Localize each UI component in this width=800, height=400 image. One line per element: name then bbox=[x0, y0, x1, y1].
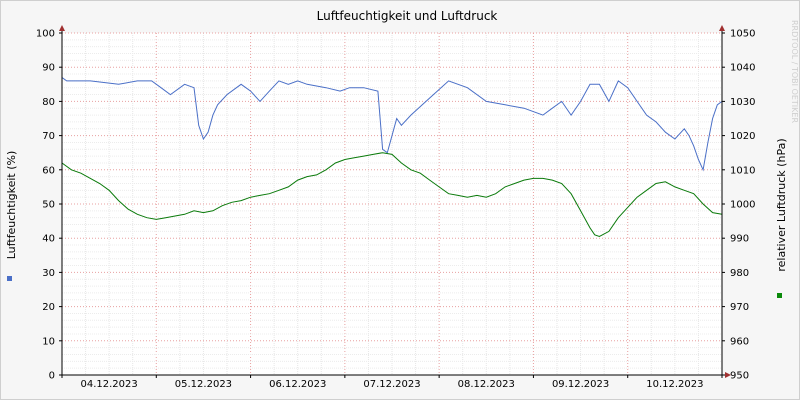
legend-swatch-pressure bbox=[777, 293, 782, 298]
grid-lines bbox=[61, 32, 723, 376]
y-right-tick-label: 1010 bbox=[730, 165, 755, 176]
y-left-tick-label: 80 bbox=[42, 97, 55, 108]
x-tick-label: 06.12.2023 bbox=[269, 379, 326, 390]
y-right-tick-label: 1030 bbox=[730, 97, 755, 108]
y-left-tick-label: 20 bbox=[42, 302, 55, 313]
y-right-tick-label: 970 bbox=[730, 302, 749, 313]
y-right-tick-label: 1040 bbox=[730, 63, 755, 74]
x-tick-label: 07.12.2023 bbox=[363, 379, 420, 390]
x-tick-label: 10.12.2023 bbox=[646, 379, 703, 390]
y-right-tick-label: 960 bbox=[730, 336, 749, 347]
y-right-axis-title: relativer Luftdruck (hPa) bbox=[775, 138, 788, 271]
y-right-tick-label: 990 bbox=[730, 234, 749, 245]
x-tick-label: 08.12.2023 bbox=[458, 379, 515, 390]
y-right-tick-label: 1050 bbox=[730, 29, 755, 40]
y-left-tick-label: 70 bbox=[42, 131, 55, 142]
y-left-tick-label: 40 bbox=[42, 234, 55, 245]
tick-labels: 0102030405060708090100950960970980990100… bbox=[36, 29, 756, 391]
y-left-tick-label: 90 bbox=[42, 63, 55, 74]
y-left-tick-label: 0 bbox=[49, 371, 55, 382]
y-right-tick-label: 980 bbox=[730, 268, 749, 279]
x-tick-label: 09.12.2023 bbox=[552, 379, 609, 390]
watermark: RRDTOOL / TOBI OETIKER bbox=[790, 20, 799, 123]
series-humidity-line bbox=[61, 77, 723, 172]
x-axis-arrow bbox=[725, 372, 731, 378]
y-right-tick-label: 950 bbox=[730, 371, 749, 382]
legend-swatch-humidity bbox=[7, 276, 12, 281]
y-right-tick-label: 1000 bbox=[730, 200, 755, 211]
y-right-axis-arrow bbox=[719, 25, 725, 31]
x-tick-label: 05.12.2023 bbox=[175, 379, 232, 390]
x-tick-label: 04.12.2023 bbox=[81, 379, 138, 390]
series-lines bbox=[61, 77, 723, 238]
series-pressure-line bbox=[61, 152, 723, 238]
y-left-tick-label: 10 bbox=[42, 336, 55, 347]
chart-title: Luftfeuchtigkeit und Luftdruck bbox=[317, 9, 498, 23]
y-left-axis-title: Luftfeuchtigkeit (%) bbox=[5, 151, 18, 260]
y-left-axis-arrow bbox=[59, 25, 65, 31]
y-left-tick-label: 60 bbox=[42, 165, 55, 176]
y-left-tick-label: 100 bbox=[36, 29, 55, 40]
y-left-tick-label: 50 bbox=[42, 200, 55, 211]
axes bbox=[59, 25, 731, 378]
y-left-tick-label: 30 bbox=[42, 268, 55, 279]
y-right-tick-label: 1020 bbox=[730, 131, 755, 142]
